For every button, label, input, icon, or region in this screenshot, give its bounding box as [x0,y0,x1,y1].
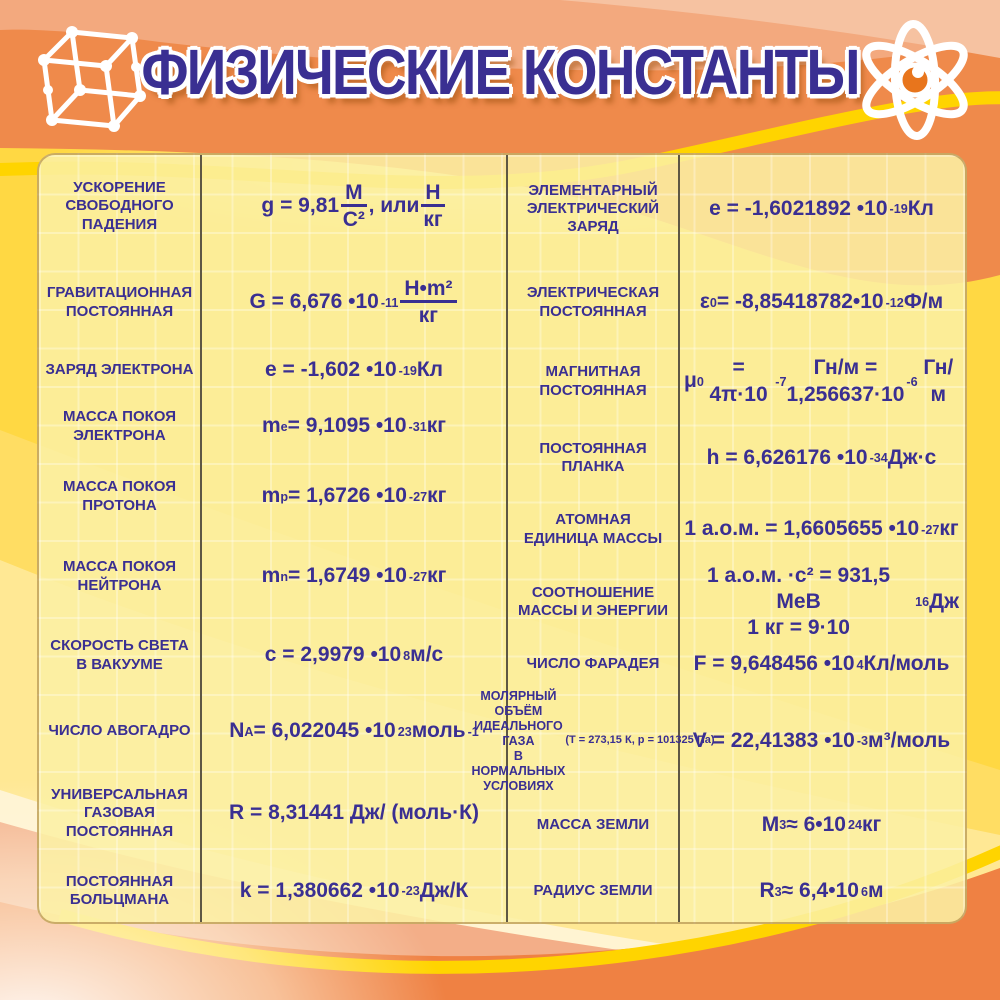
constant-name: РАДИУС ЗЕМЛИ [508,857,680,922]
constant-row: ЭЛЕМЕНТАРНЫЙ ЭЛЕКТРИЧЕСКИЙ ЗАРЯД е = -1,60… [508,155,965,263]
constant-row: УНИВЕРСАЛЬНАЯ ГАЗОВАЯ ПОСТОЯННАЯ R = 8,314… [39,771,506,856]
constant-value: k = 1,380662 •10 -23 Дж/К [239,878,469,902]
constant-value: R = 8,31441 Дж/ (моль·К) [229,801,479,825]
constant-row: ЗАРЯД ЭЛЕКТРОНА е = -1,602 •10 -19 Кл [39,347,506,394]
constant-name: ЧИСЛО АВОГАДРО [39,692,202,771]
constant-name: ЭЛЕМЕНТАРНЫЙ ЭЛЕКТРИЧЕСКИЙ ЗАРЯД [508,155,680,263]
constants-table: УСКОРЕНИЕ СВОБОДНОГО ПАДЕНИЯ g = 9,81 М С², … [37,153,967,924]
constant-name: ГРАВИТАЦИОННАЯ ПОСТОЯННАЯ [39,258,202,347]
constants-column-right: ЭЛЕМЕНТАРНЫЙ ЭЛЕКТРИЧЕСКИЙ ЗАРЯД е = -1,60… [471,155,965,922]
constant-value: 1 а.о.м. = 1,6605655 •10 -27 кг [684,517,959,541]
crystal-lattice-icon [38,26,146,132]
constant-name: МАССА ЗЕМЛИ [508,793,680,857]
constant-name: ЗАРЯД ЭЛЕКТРОНА [39,347,202,394]
constant-name: СКОРОСТЬ СВЕТА В ВАКУУМЕ [39,619,202,692]
constant-value: е = -1,6021892 •10 -19 Кл [709,196,934,220]
constant-value: V = 22,41383 •10 -3 м³/моль [692,728,951,752]
constant-value: е = -1,602 •10 -19 Кл [264,358,444,382]
constant-row: УСКОРЕНИЕ СВОБОДНОГО ПАДЕНИЯ g = 9,81 М С², … [39,155,506,258]
constant-row: ПОСТОЯННАЯ ПЛАНКА h = 6,626176 •10 -34 Дж·… [508,421,965,495]
constant-name: СООТНОШЕНИЕ МАССЫ И ЭНЕРГИИ [508,564,680,640]
constant-name: АТОМНАЯ ЕДИНИЦА МАССЫ [508,495,680,564]
constant-value: с = 2,9979 •10 8 м/с [264,643,444,667]
constant-name: МОЛЯРНЫЙ ОБЪЁМ ИДЕАЛЬНОГО ГАЗА В НОРМАЛЬНЫ… [471,688,715,793]
constant-name: ПОСТОЯННАЯ БОЛЬЦМАНА [39,856,202,922]
constant-row: СООТНОШЕНИЕ МАССЫ И ЭНЕРГИИ 1 а.о.м. ·с² … [508,564,965,640]
constant-name: МАССА ПОКОЯ НЕЙТРОНА [39,534,202,619]
constant-name: УСКОРЕНИЕ СВОБОДНОГО ПАДЕНИЯ [39,155,202,258]
constant-name: МАГНИТНАЯ ПОСТОЯННАЯ [508,342,680,421]
constant-value: F = 9,648456 •10 4 Кл/моль [693,652,950,676]
header: ФИЗИЧЕСКИЕ КОНСТАНТЫ [0,0,1000,150]
constants-column-left: УСКОРЕНИЕ СВОБОДНОГО ПАДЕНИЯ g = 9,81 М С², … [39,155,508,922]
constant-name: УНИВЕРСАЛЬНАЯ ГАЗОВАЯ ПОСТОЯННАЯ [39,771,202,856]
constant-row: ЧИСЛО ФАРАДЕЯ F = 9,648456 •10 4 Кл/моль [508,640,965,689]
constant-row: СКОРОСТЬ СВЕТА В ВАКУУМЕ с = 2,9979 •10 8 … [39,619,506,692]
constant-name: ПОСТОЯННАЯ ПЛАНКА [508,421,680,495]
constant-name: ЭЛЕКТРИЧЕСКАЯ ПОСТОЯННАЯ [508,263,680,342]
constant-value: h = 6,626176 •10 -34 Дж·с [706,445,937,469]
constant-row: ПОСТОЯННАЯ БОЛЬЦМАНА k = 1,380662 •10 -23 … [39,856,506,922]
constant-value: G = 6,676 •10 -11 Н•m² кг [202,258,506,347]
constant-name: МАССА ПОКОЯ ЭЛЕКТРОНА [39,394,202,459]
constant-name: ЧИСЛО ФАРАДЕЯ [508,640,680,689]
constant-value: 1 а.о.м. ·с² = 931,5 МеВ 1 кг = 9·10 16 Дж [707,563,959,640]
constant-row: АТОМНАЯ ЕДИНИЦА МАССЫ 1 а.о.м. = 1,660565… [508,495,965,564]
page-title: ФИЗИЧЕСКИЕ КОНСТАНТЫ [141,37,860,109]
constant-row: МОЛЯРНЫЙ ОБЪЁМ ИДЕАЛЬНОГО ГАЗА В НОРМАЛЬНЫ… [471,688,965,793]
constant-row: ГРАВИТАЦИОННАЯ ПОСТОЯННАЯ G = 6,676 •10 -1… [39,258,506,347]
constant-name: МАССА ПОКОЯ ПРОТОНА [39,459,202,534]
atom-icon [862,20,968,140]
